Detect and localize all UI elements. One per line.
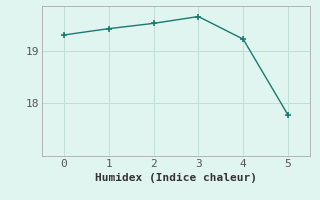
X-axis label: Humidex (Indice chaleur): Humidex (Indice chaleur): [95, 173, 257, 183]
